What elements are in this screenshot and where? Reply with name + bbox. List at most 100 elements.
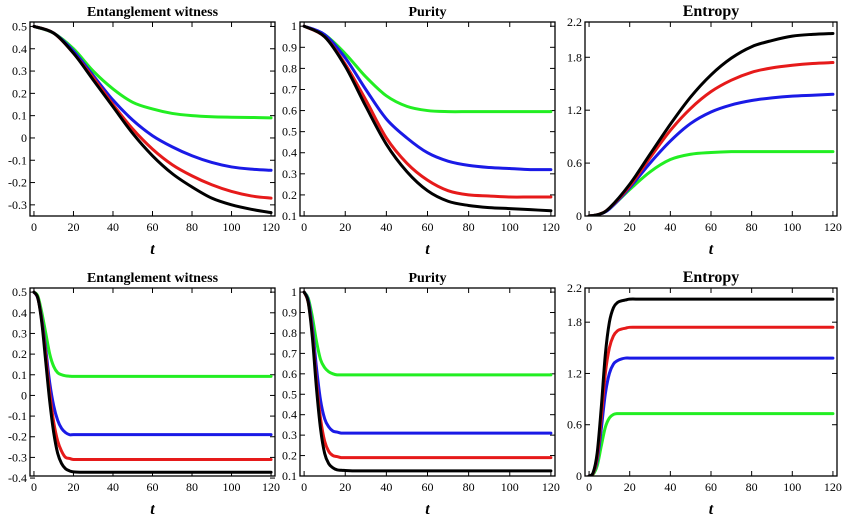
y-tick-label: 0.7 [282,82,297,96]
y-tick-label: 0.5 [12,19,27,33]
y-tick-label: 0.5 [282,387,297,401]
plot-frame [299,21,556,217]
y-tick-label: 0.9 [282,40,297,54]
y-tick-label: 0.7 [282,346,297,360]
x-tick-label: 120 [262,480,280,494]
x-axis-label: t [150,241,155,258]
series-line-black [32,290,273,474]
x-tick-label: 120 [542,480,560,494]
y-tick-label: 0.4 [12,42,27,56]
plot-frame [29,21,276,217]
series-line-green [32,24,273,120]
x-tick-label: 20 [624,220,636,234]
x-tick-label: 20 [339,480,351,494]
y-tick-label: -0.3 [8,450,27,464]
x-tick-label: 80 [186,220,198,234]
chart-panel-2: Purity 0 20 40 60 80 100 120 1 0.9 0.8 0.7 0.6 0.5 0.4… [282,5,560,258]
y-tick-label: 0 [21,388,27,402]
chart-panel-4: Entanglement witness 0 20 40 60 80 100 120 0.5 0.… [8,271,280,518]
y-tick-label: 1.8 [567,50,582,64]
series-line-green [32,290,273,378]
x-tick-label: 0 [31,480,37,494]
series-line-blue [587,356,835,476]
x-tick-label: 60 [705,220,717,234]
x-tick-label: 0 [301,220,307,234]
y-tick-label: 0.1 [12,368,27,382]
y-tick-label: -0.1 [8,153,27,167]
x-tick-label: 60 [422,220,434,234]
chart-panel-1: Entanglement witness 0 20 40 60 80 100 120 0.5 0.… [8,5,280,258]
panel-title: Entanglement witness [87,5,219,20]
x-axis-label: t [425,501,430,518]
series-line-black [302,290,553,473]
x-tick-label: 0 [586,480,592,494]
y-tick-label: 0 [21,131,27,145]
x-tick-label: 40 [107,480,119,494]
plot-frame [584,287,838,477]
y-tick-label: -0.4 [8,471,27,485]
x-tick-label: 0 [301,480,307,494]
panel-title: Purity [408,5,446,20]
plot-frame [29,287,276,477]
y-tick-label: 0.2 [12,347,27,361]
y-tick-label: 0.6 [567,418,582,432]
x-tick-label: 100 [501,480,519,494]
x-tick-label: 40 [107,220,119,234]
y-tick-label: 0 [576,469,582,483]
series-line-black [587,31,835,216]
series-line-green [302,290,553,377]
series-line-red [587,61,835,216]
x-axis-label: t [425,241,430,258]
y-tick-label: 0.9 [282,306,297,320]
series-line-red [587,325,835,476]
x-axis-label: t [709,241,714,258]
y-tick-label: 0.2 [282,449,297,463]
plot-frame [584,21,838,217]
series-line-red [32,24,273,200]
x-tick-label: 20 [67,480,79,494]
plot-frame [299,287,556,477]
x-tick-label: 80 [746,220,758,234]
series-line-black [32,24,273,215]
y-tick-label: 0.4 [282,146,297,160]
series-line-green [587,150,835,216]
x-tick-label: 60 [422,480,434,494]
x-tick-label: 40 [664,220,676,234]
y-tick-label: 2.2 [567,281,582,295]
panel-title: Purity [408,271,446,286]
series-line-blue [302,290,553,435]
y-tick-label: 0.2 [282,188,297,202]
x-tick-label: 40 [664,480,676,494]
y-tick-label: 0.5 [282,125,297,139]
x-tick-label: 100 [223,480,241,494]
x-tick-label: 60 [147,480,159,494]
y-tick-label: -0.2 [8,176,27,190]
y-tick-label: 2.2 [567,15,582,29]
x-tick-label: 20 [624,480,636,494]
x-tick-label: 80 [186,480,198,494]
y-tick-label: 0.3 [282,167,297,181]
chart-panel-6: Entropy 0 20 40 60 80 100 120 2.2 1.8 1.2 0.6 0 t [567,269,842,518]
x-tick-label: 20 [339,220,351,234]
panel-title: Entropy [683,269,740,286]
x-tick-label: 0 [586,220,592,234]
panel-title: Entanglement witness [87,271,219,286]
y-tick-label: 1.2 [567,366,582,380]
x-tick-label: 40 [380,220,392,234]
series-line-green [587,412,835,476]
x-axis-label: t [709,501,714,518]
x-tick-label: 60 [705,480,717,494]
y-tick-label: 0.3 [12,64,27,78]
x-tick-label: 80 [746,480,758,494]
y-tick-label: 0.6 [567,156,582,170]
y-tick-label: 0.4 [12,306,27,320]
y-tick-label: 0.6 [282,367,297,381]
x-tick-label: 120 [542,220,560,234]
panel-title: Entropy [683,3,740,20]
x-tick-label: 120 [262,220,280,234]
y-tick-label: 0 [576,209,582,223]
x-tick-label: 40 [380,480,392,494]
y-tick-label: 0.1 [282,469,297,483]
x-tick-label: 100 [783,480,801,494]
